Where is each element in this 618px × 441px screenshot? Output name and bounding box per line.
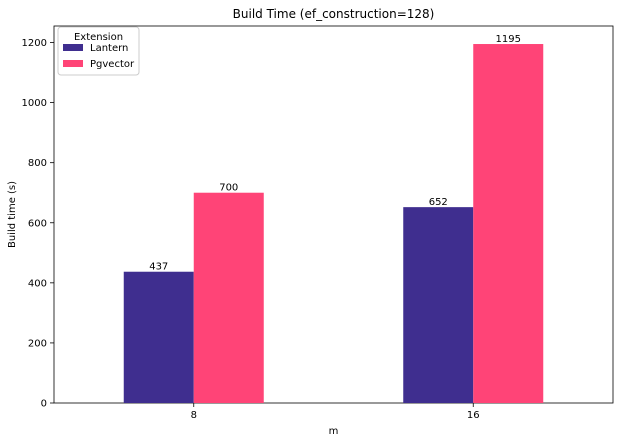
y-tick-label: 1200 [22, 38, 47, 49]
x-axis: 8 16 [191, 403, 480, 421]
y-tick-label: 1000 [22, 98, 47, 109]
legend: Extension Lantern Pgvector [57, 26, 140, 76]
bar-lantern-8 [123, 271, 194, 403]
y-tick-label: 800 [28, 158, 47, 169]
bars-group [123, 44, 544, 404]
y-axis: 0 200 400 600 800 1000 1200 [22, 38, 54, 410]
y-tick-label: 600 [28, 218, 47, 229]
data-label-lantern-8: 437 [149, 262, 168, 273]
y-tick-label: 0 [41, 399, 47, 410]
data-label-lantern-16: 652 [429, 197, 448, 208]
legend-label-pgvector: Pgvector [90, 59, 135, 70]
x-tick-label: 8 [191, 410, 197, 421]
y-tick-label: 200 [28, 338, 47, 349]
data-label-pgvector-8: 700 [219, 183, 238, 194]
chart-title: Build Time (ef_construction=128) [233, 7, 435, 21]
legend-swatch-lantern [63, 44, 83, 51]
plot-area [53, 25, 614, 404]
bar-lantern-16 [403, 207, 474, 403]
y-axis-title: Build time (s) [7, 181, 18, 248]
legend-swatch-pgvector [63, 60, 83, 67]
data-labels-group: 437 700 652 1195 [149, 34, 521, 273]
bar-pgvector-16 [473, 44, 544, 404]
x-tick-label: 16 [467, 410, 480, 421]
y-tick-label: 400 [28, 278, 47, 289]
bar-pgvector-8 [193, 192, 264, 403]
x-axis-title: m [329, 426, 339, 437]
legend-label-lantern: Lantern [90, 43, 128, 54]
legend-title: Extension [74, 32, 123, 43]
data-label-pgvector-16: 1195 [496, 34, 521, 45]
